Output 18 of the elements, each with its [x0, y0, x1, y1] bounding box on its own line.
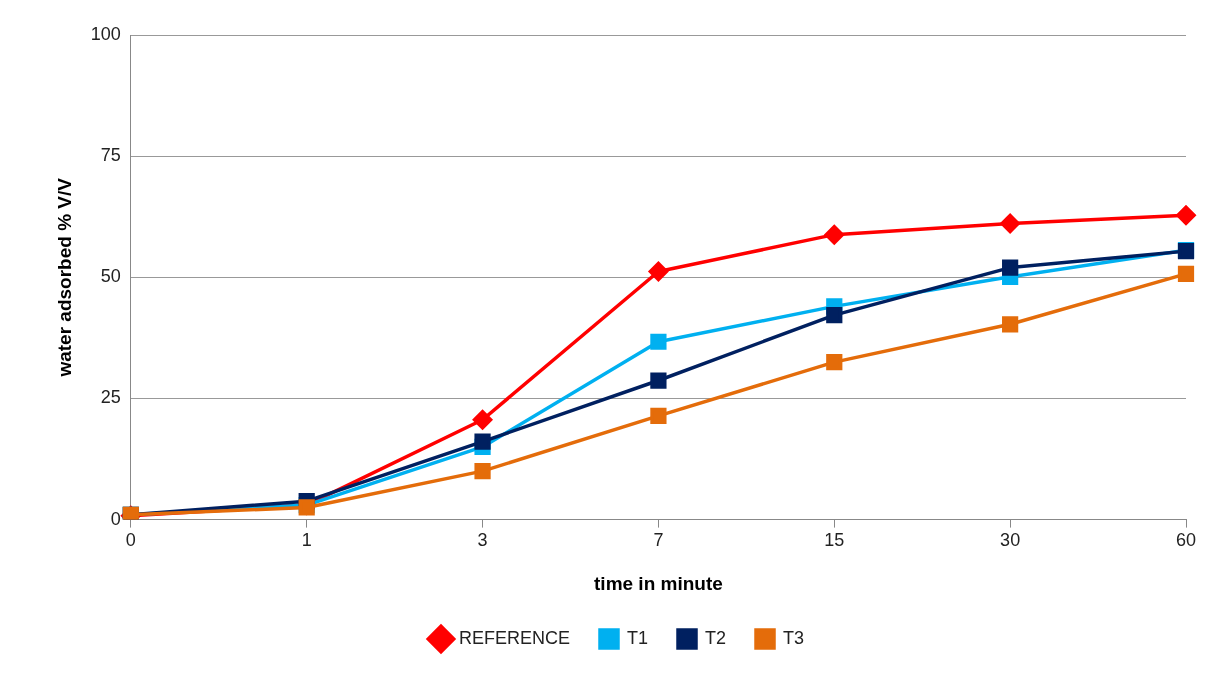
x-tick-label: 15 — [824, 530, 845, 551]
x-tick-label: 30 — [1000, 530, 1021, 551]
x-tick-label: 60 — [1175, 530, 1197, 551]
legend-label: T2 — [705, 627, 727, 648]
legend-label: REFERENCE — [458, 627, 570, 648]
y-tick-label: 50 — [100, 266, 121, 287]
y-tick-label: 100 — [90, 23, 121, 44]
legend-label: T1 — [627, 627, 649, 648]
x-tick-label: 1 — [301, 530, 312, 551]
x-tick-label: 0 — [125, 530, 136, 551]
y-tick-label: 0 — [110, 508, 121, 529]
x-axis-title: time in minute — [594, 572, 723, 594]
x-tick-label: 7 — [653, 530, 664, 551]
y-tick-label: 25 — [100, 387, 121, 408]
x-tick-label: 3 — [477, 530, 488, 551]
y-tick-label: 75 — [100, 145, 121, 166]
y-axis-title: water adsorbed % V/V — [53, 177, 75, 378]
legend-label: T3 — [783, 627, 805, 648]
